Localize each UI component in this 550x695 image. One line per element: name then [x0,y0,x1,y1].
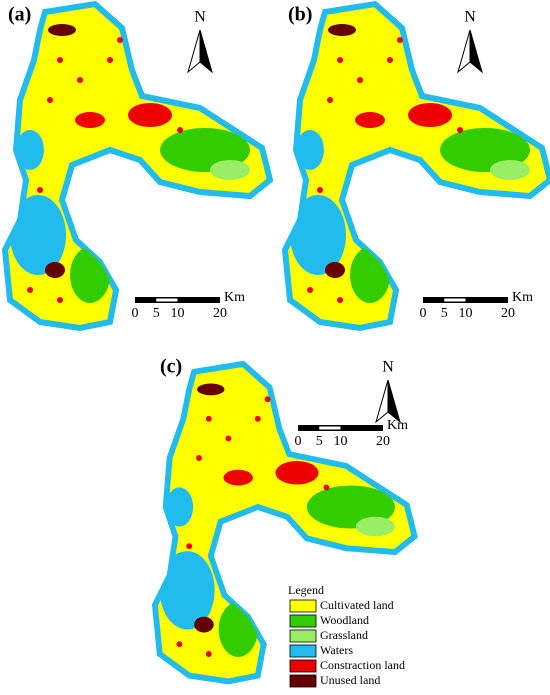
legend-swatch [289,599,317,613]
scale-unit: Km [224,290,245,305]
map-a [5,4,270,328]
north-arrow [387,379,401,424]
map-b [285,4,550,328]
legend-swatch [289,644,317,658]
legend-swatch [289,659,317,673]
scale-segment [156,298,178,302]
legend-label: Constraction land [320,658,405,672]
north-label: N [464,9,476,26]
scale-tick-label: 20 [376,434,390,449]
panel-label: (b) [288,4,312,26]
legend-swatch [289,614,317,628]
scale-tick-label: 5 [441,306,448,321]
legend-swatch [289,674,317,688]
panel-label: (c) [160,356,182,378]
scale-tick-label: 5 [153,306,160,321]
north-label: N [382,359,394,376]
scale-tick-label: 10 [459,306,473,321]
scale-unit: Km [512,290,533,305]
scale-segment [319,426,341,430]
north-arrow [375,379,389,424]
legend-label: Woodland [320,613,369,627]
scale-segment [444,298,466,302]
panel-label: (a) [8,4,31,26]
legend-label: Unused land [320,673,380,687]
scale-tick-label: 0 [295,434,302,449]
scale-tick-label: 20 [213,306,227,321]
legend-title: Legend [288,583,324,597]
north-label: N [194,9,206,26]
north-arrow [187,29,201,74]
scale-tick-label: 10 [171,306,185,321]
scale-unit: Km [387,418,408,433]
north-arrow [457,29,471,74]
scale-tick-label: 10 [334,434,348,449]
legend-label: Cultivated land [320,598,394,612]
north-arrow [469,29,483,74]
scale-tick-label: 20 [501,306,515,321]
scale-tick-label: 5 [316,434,323,449]
legend-label: Waters [320,643,353,657]
legend-swatch [289,629,317,643]
scale-tick-label: 0 [420,306,427,321]
north-arrow [199,29,213,74]
legend-label: Grassland [320,628,368,642]
scale-tick-label: 0 [132,306,139,321]
